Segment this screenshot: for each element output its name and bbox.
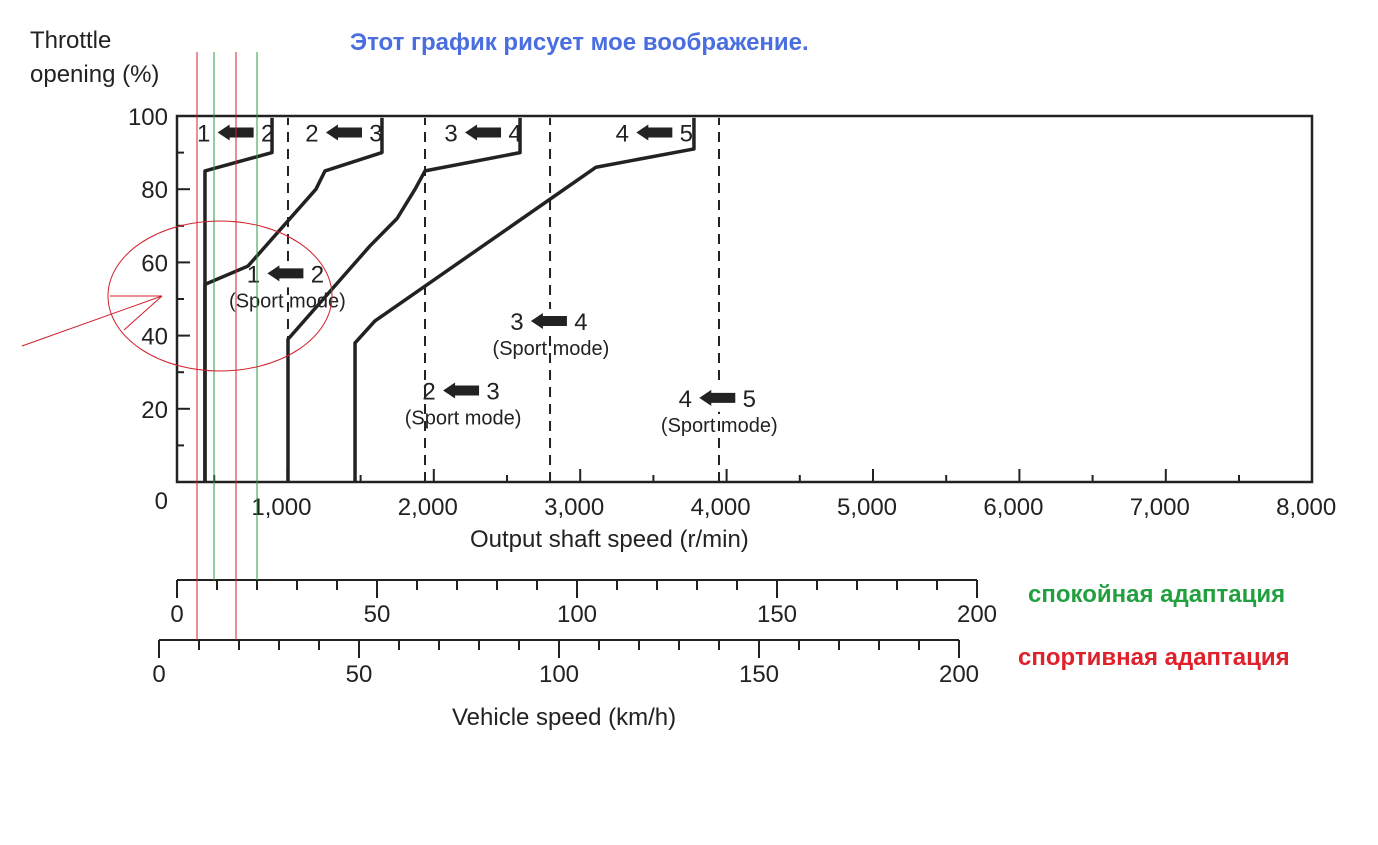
x-tick-label: 5,000 — [837, 494, 897, 521]
gear-to: 4 — [574, 309, 587, 336]
sport-mode-label: (Sport mode) — [405, 408, 522, 430]
y-tick-label: 60 — [141, 250, 168, 277]
gear-to: 2 — [311, 261, 324, 288]
series-line-4-5-shift-3-4-sport — [353, 117, 696, 482]
gear-to: 4 — [508, 120, 521, 147]
calm-adaptation-label: спокойная адаптация — [1028, 581, 1285, 608]
sport-mode-label: (Sport mode) — [661, 415, 778, 437]
speed-tick-label: 150 — [739, 661, 779, 688]
series-line-2-3-shift-1-2-sport — [203, 117, 384, 482]
gear-from: 3 — [444, 120, 457, 147]
highlight-ellipse — [107, 220, 333, 372]
x-tick-label: 8,000 — [1276, 494, 1336, 521]
shift-arrow-icon — [443, 382, 480, 399]
sport-mode-label: (Sport mode) — [229, 290, 346, 312]
y-tick-label: 40 — [141, 324, 168, 351]
y-axis-label-line1: Throttle — [30, 27, 111, 54]
x-tick-label: 2,000 — [398, 494, 458, 521]
shift-arrow-icon — [699, 389, 736, 406]
speed-tick-label: 0 — [152, 661, 165, 688]
shift-arrow-icon — [636, 124, 673, 141]
speed-tick-label: 200 — [957, 601, 997, 628]
sport-adaptation-label: спортивная адаптация — [1018, 644, 1290, 671]
gear-to: 3 — [369, 120, 382, 147]
shift-arrow-icon — [465, 124, 502, 141]
gear-to: 2 — [261, 120, 274, 147]
gear-from: 2 — [422, 379, 435, 406]
sport-mode-label: (Sport mode) — [493, 338, 610, 360]
gear-from: 3 — [510, 309, 523, 336]
speed-tick-label: 50 — [346, 661, 373, 688]
shift-arrow-icon — [267, 265, 304, 282]
speed-tick-label: 150 — [757, 601, 797, 628]
series-line-3-4-shift-2-3-sport — [286, 117, 522, 482]
speed-tick-label: 200 — [939, 661, 979, 688]
speed-tick-label: 100 — [557, 601, 597, 628]
gear-from: 4 — [616, 120, 629, 147]
speed-tick-label: 0 — [170, 601, 183, 628]
y-tick-label: 20 — [141, 397, 168, 424]
x-tick-label: 1,000 — [251, 494, 311, 521]
gear-to: 5 — [743, 386, 756, 413]
y-tick-label: 100 — [128, 104, 168, 131]
x-tick-label: 6,000 — [983, 494, 1043, 521]
gear-from: 1 — [247, 261, 260, 288]
gear-to: 3 — [486, 379, 499, 406]
shift-arrow-icon — [325, 124, 362, 141]
x-axis-label: Output shaft speed (r/min) — [470, 526, 749, 553]
chart-title: Этот график рисует мое воображение. — [350, 29, 809, 56]
y-tick-label: 0 — [155, 488, 168, 515]
y-tick-label: 80 — [141, 177, 168, 204]
y-axis-label-line2: opening (%) — [30, 61, 159, 88]
shift-arrow-icon — [530, 312, 567, 329]
gear-from: 1 — [197, 120, 210, 147]
gear-from: 4 — [679, 386, 692, 413]
gear-to: 5 — [680, 120, 693, 147]
speed-tick-label: 100 — [539, 661, 579, 688]
red-annotation — [21, 220, 333, 372]
arrow-icon — [21, 295, 163, 347]
x-tick-label: 4,000 — [691, 494, 751, 521]
gear-from: 2 — [305, 120, 318, 147]
speed-tick-label: 50 — [364, 601, 391, 628]
x-tick-label: 7,000 — [1130, 494, 1190, 521]
x-tick-label: 3,000 — [544, 494, 604, 521]
speed-axis-label: Vehicle speed (km/h) — [452, 704, 676, 731]
